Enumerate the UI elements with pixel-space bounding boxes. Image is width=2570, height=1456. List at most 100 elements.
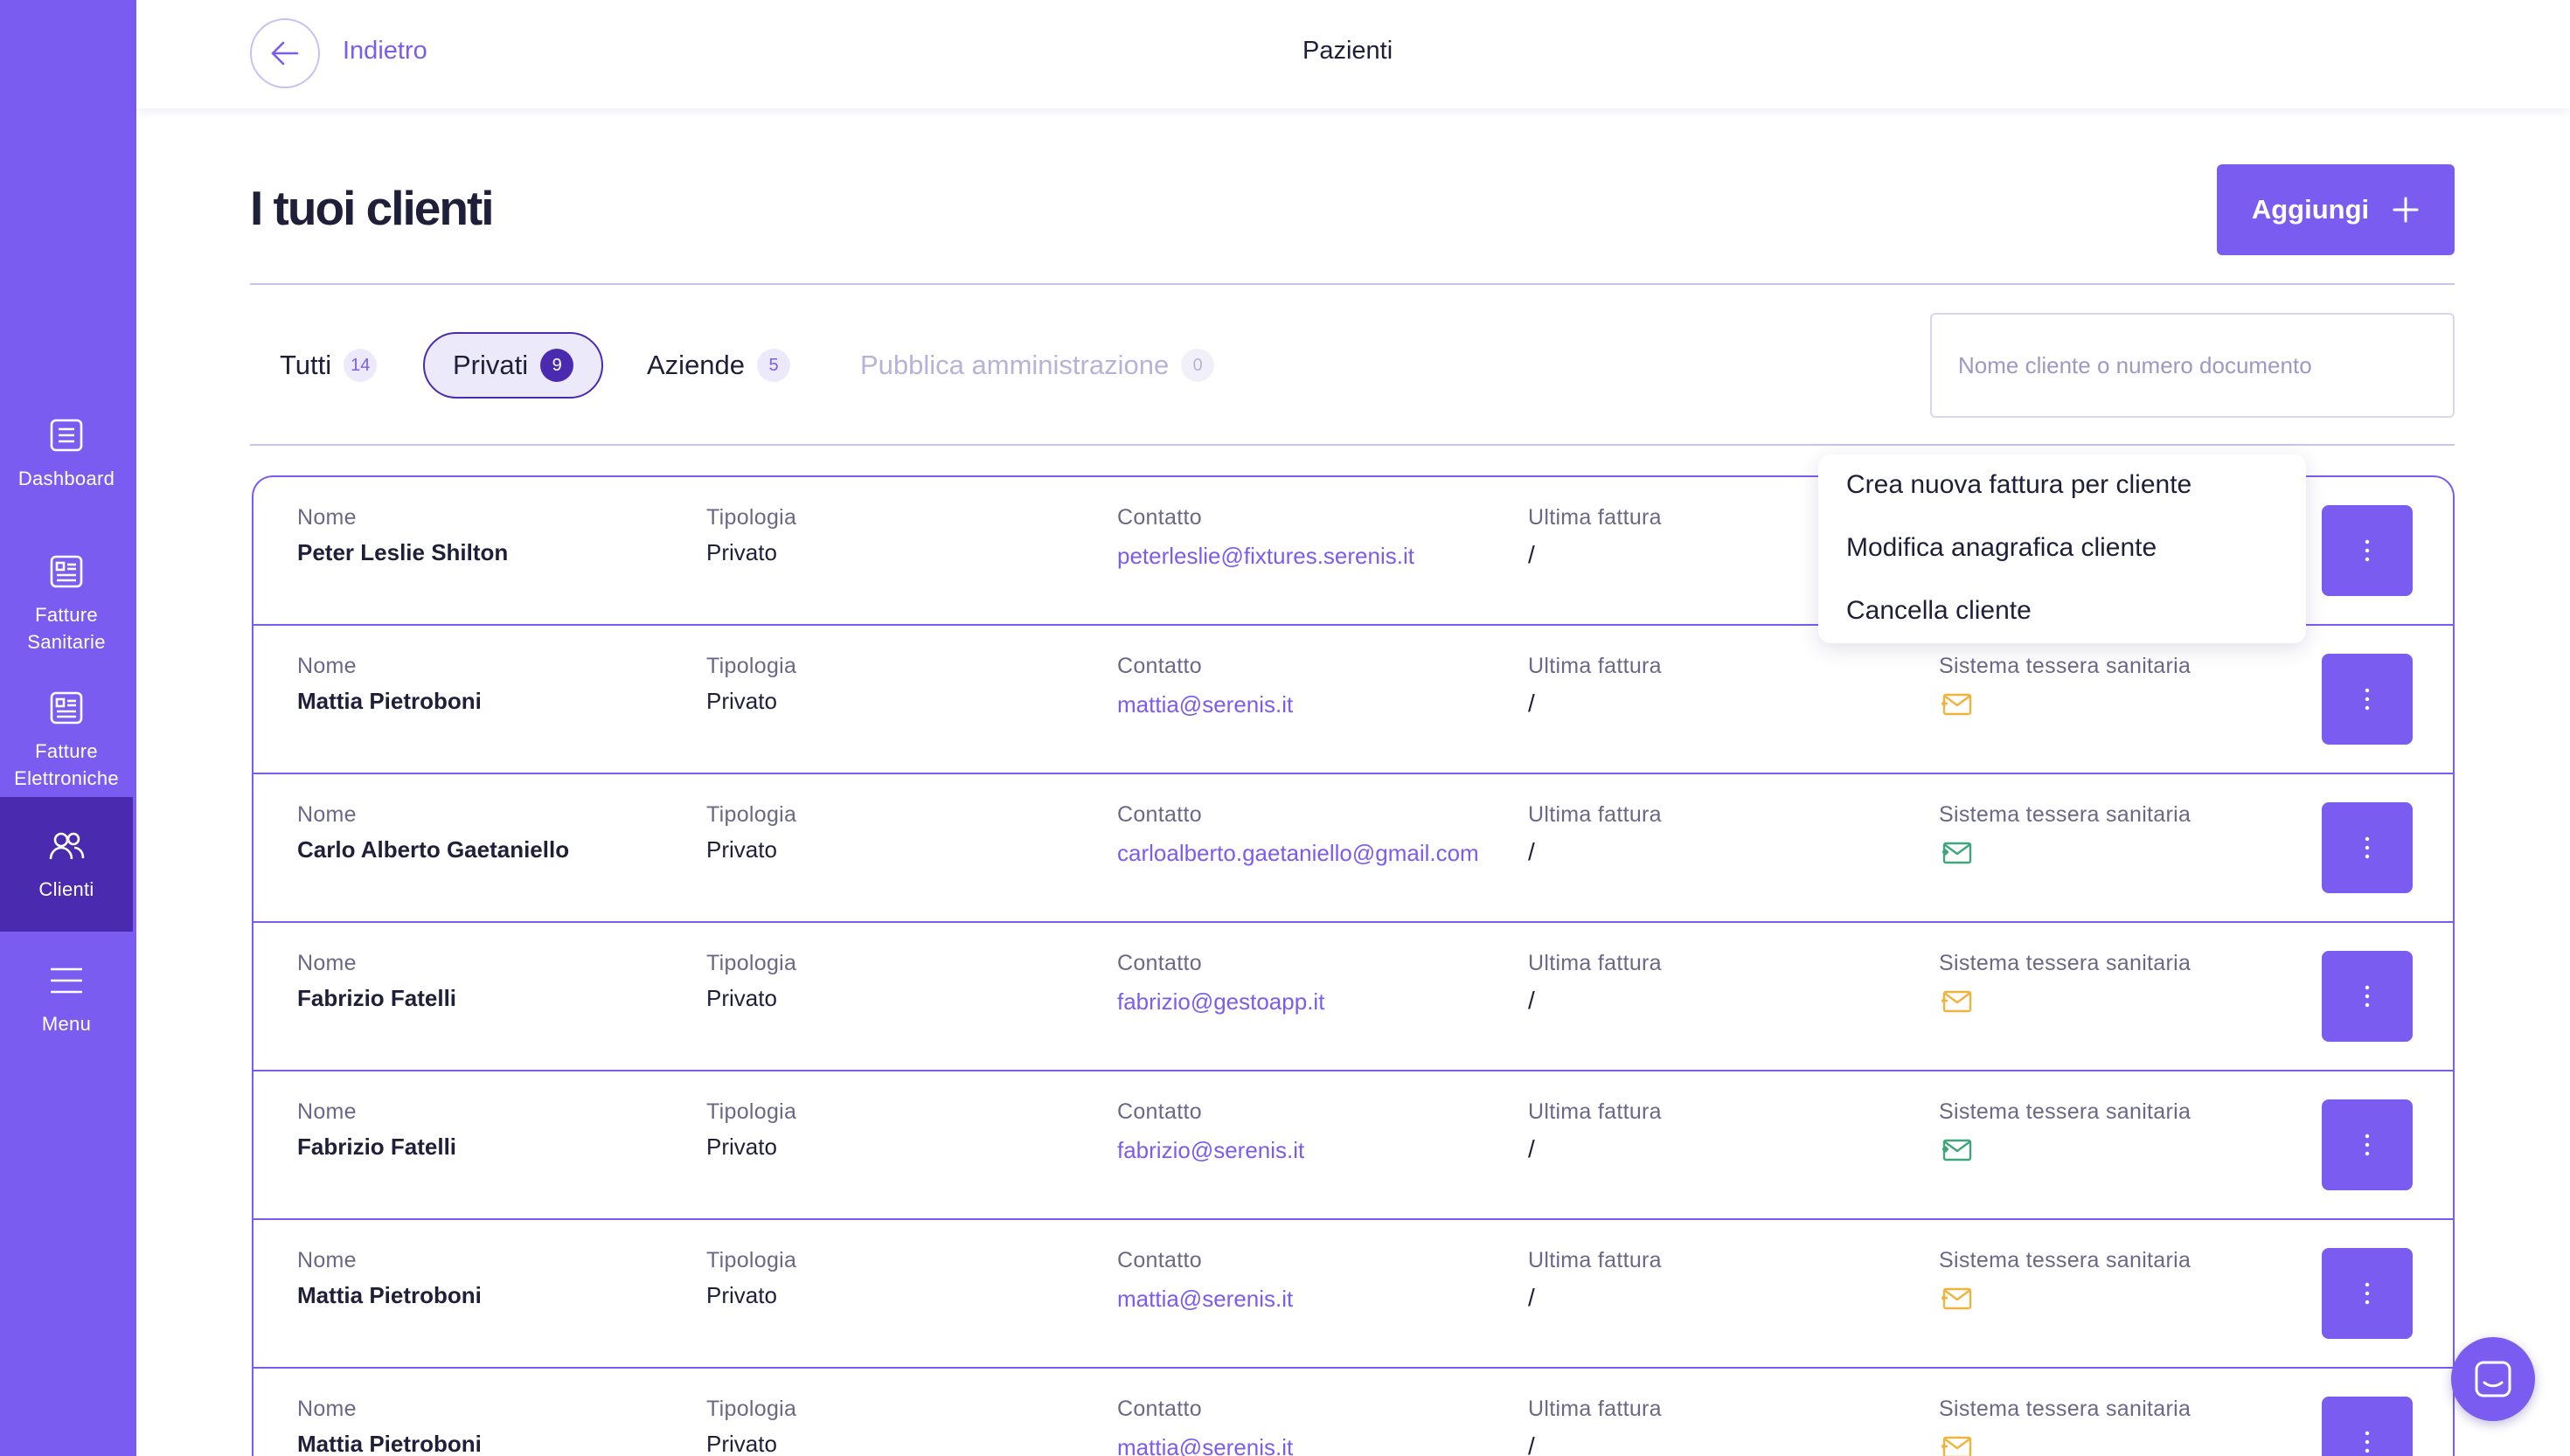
more-vertical-icon (2365, 539, 2370, 562)
cell-contatto: Contatto fabrizio@gestoapp.it (1117, 951, 1324, 1016)
cell-tipologia: Tipologia Privato (706, 802, 796, 863)
row-context-menu: Crea nuova fattura per cliente Modifica … (1818, 454, 2306, 643)
column-label: Tipologia (706, 1099, 797, 1124)
column-label: Tipologia (706, 802, 797, 827)
sidebar-item-fatture-elettroniche[interactable]: Fatture Elettroniche (0, 689, 133, 792)
users-icon (49, 832, 85, 859)
tab-aziende[interactable]: Aziende 5 (647, 332, 791, 399)
client-type: Privato (706, 836, 777, 863)
sidebar-item-fatture-sanitarie[interactable]: Fatture Sanitarie (0, 552, 133, 655)
add-button[interactable]: Aggiungi (2217, 164, 2455, 255)
column-label: Ultima fattura (1528, 1248, 1662, 1272)
row-actions-button[interactable] (2322, 654, 2413, 745)
table-row[interactable]: Nome Mattia Pietroboni Tipologia Privato… (254, 1220, 2453, 1369)
table-row[interactable]: Nome Fabrizio Fatelli Tipologia Privato … (254, 1071, 2453, 1220)
mail-pending-icon (1941, 1287, 1972, 1310)
cell-contatto: Contatto fabrizio@serenis.it (1117, 1099, 1304, 1164)
mail-pending-icon (1941, 990, 1972, 1013)
column-label: Sistema tessera sanitaria (1939, 951, 2191, 975)
column-label: Sistema tessera sanitaria (1939, 1397, 2191, 1421)
menu-item-create-invoice[interactable]: Crea nuova fattura per cliente (1846, 470, 2192, 499)
row-actions-button[interactable] (2322, 802, 2413, 893)
last-invoice-value: / (1528, 690, 1535, 717)
search-input[interactable] (1930, 313, 2455, 418)
table-row[interactable]: Nome Mattia Pietroboni Tipologia Privato… (254, 1369, 2453, 1456)
column-label: Nome (297, 654, 357, 678)
sidebar-item-clienti[interactable]: Clienti (0, 797, 133, 932)
client-email-link[interactable]: fabrizio@serenis.it (1117, 1137, 1305, 1163)
back-link[interactable]: Indietro (343, 37, 427, 65)
cell-sistema: Sistema tessera sanitaria (1939, 802, 2191, 870)
menu-item-edit-client[interactable]: Modifica anagrafica cliente (1846, 533, 2157, 562)
column-label: Tipologia (706, 951, 797, 975)
table-row[interactable]: Nome Carlo Alberto Gaetaniello Tipologia… (254, 774, 2453, 923)
client-email-link[interactable]: mattia@serenis.it (1117, 1286, 1294, 1312)
row-actions-button[interactable] (2322, 505, 2413, 596)
client-email-link[interactable]: mattia@serenis.it (1117, 1434, 1294, 1456)
table-row[interactable]: Nome Fabrizio Fatelli Tipologia Privato … (254, 923, 2453, 1071)
row-actions-button[interactable] (2322, 1397, 2413, 1456)
cell-sistema: Sistema tessera sanitaria (1939, 654, 2191, 722)
cell-nome: Nome Carlo Alberto Gaetaniello (297, 802, 569, 863)
cell-sistema: Sistema tessera sanitaria (1939, 1248, 2191, 1316)
cell-sistema: Sistema tessera sanitaria (1939, 951, 2191, 1019)
menu-item-delete-client[interactable]: Cancella cliente (1846, 596, 2032, 625)
cell-ultima-fattura: Ultima fattura / (1528, 1099, 1662, 1163)
tab-tutti[interactable]: Tutti 14 (280, 332, 378, 399)
table-row[interactable]: Nome Peter Leslie Shilton Tipologia Priv… (254, 477, 2453, 626)
column-label: Nome (297, 505, 357, 530)
cell-contatto: Contatto carloalberto.gaetaniello@gmail.… (1117, 802, 1479, 867)
divider (250, 444, 2455, 446)
cell-tipologia: Tipologia Privato (706, 505, 796, 566)
tab-privati[interactable]: Privati 9 (423, 332, 604, 399)
more-vertical-icon (2365, 1431, 2370, 1453)
column-label: Tipologia (706, 654, 797, 678)
cell-sistema: Sistema tessera sanitaria (1939, 1099, 2191, 1168)
sidebar-item-menu[interactable]: Menu (0, 961, 133, 1037)
tab-label: Privati (453, 350, 529, 380)
row-actions-button[interactable] (2322, 1248, 2413, 1339)
cell-ultima-fattura: Ultima fattura / (1528, 951, 1662, 1015)
column-label: Nome (297, 1248, 357, 1272)
client-type: Privato (706, 1134, 777, 1160)
sidebar-item-label: Clienti (38, 877, 94, 900)
tab-pubblica-amministrazione[interactable]: Pubblica amministrazione 0 (860, 332, 1215, 399)
cell-ultima-fattura: Ultima fattura / (1528, 505, 1662, 569)
client-name: Fabrizio Fatelli (297, 1134, 457, 1160)
back-button[interactable] (250, 18, 320, 88)
cell-nome: Nome Fabrizio Fatelli (297, 1099, 456, 1161)
row-actions-button[interactable] (2322, 951, 2413, 1042)
add-button-label: Aggiungi (2251, 194, 2370, 225)
sidebar-item-label: Menu (41, 1013, 92, 1035)
column-label: Nome (297, 802, 357, 827)
more-vertical-icon (2365, 836, 2370, 859)
client-name: Peter Leslie Shilton (297, 539, 509, 565)
table-row[interactable]: Nome Mattia Pietroboni Tipologia Privato… (254, 626, 2453, 774)
chat-icon (2475, 1361, 2511, 1397)
client-type: Privato (706, 688, 777, 714)
last-invoice-value: / (1528, 541, 1535, 568)
column-label: Ultima fattura (1528, 654, 1662, 678)
sidebar-item-dashboard[interactable]: Dashboard (0, 416, 133, 492)
cell-contatto: Contatto mattia@serenis.it (1117, 1397, 1293, 1456)
cell-ultima-fattura: Ultima fattura / (1528, 1397, 1662, 1456)
column-label: Contatto (1117, 1248, 1202, 1272)
sidebar-item-label: Dashboard (17, 468, 115, 489)
divider (250, 283, 2455, 285)
clients-table: Nome Peter Leslie Shilton Tipologia Priv… (252, 475, 2455, 1456)
client-type: Privato (706, 1282, 777, 1308)
more-vertical-icon (2365, 688, 2370, 711)
plus-icon (2393, 197, 2419, 223)
cell-tipologia: Tipologia Privato (706, 654, 796, 715)
cell-contatto: Contatto peterleslie@fixtures.serenis.it (1117, 505, 1414, 570)
arrow-left-icon (271, 41, 299, 66)
sidebar-item-label: Fatture Elettroniche (14, 740, 119, 789)
client-email-link[interactable]: peterleslie@fixtures.serenis.it (1117, 543, 1414, 569)
client-email-link[interactable]: fabrizio@gestoapp.it (1117, 988, 1325, 1015)
client-email-link[interactable]: carloalberto.gaetaniello@gmail.com (1117, 840, 1479, 866)
client-name: Fabrizio Fatelli (297, 985, 457, 1011)
chat-launcher-button[interactable] (2451, 1337, 2535, 1421)
row-actions-button[interactable] (2322, 1099, 2413, 1190)
column-label: Sistema tessera sanitaria (1939, 1099, 2191, 1124)
client-email-link[interactable]: mattia@serenis.it (1117, 691, 1294, 718)
